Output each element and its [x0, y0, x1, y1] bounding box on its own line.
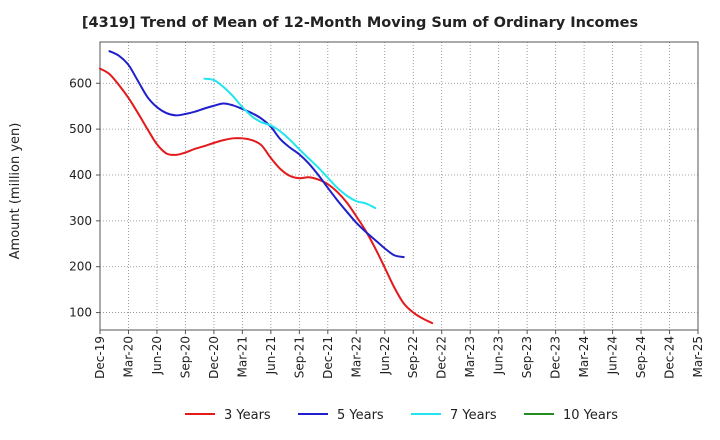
x-tick-label: Jun-20	[150, 336, 164, 375]
x-tick-label: Mar-21	[235, 336, 249, 377]
x-tick-label: Dec-21	[321, 336, 335, 379]
y-tick-label: 400	[69, 168, 92, 182]
x-tick-label: Jun-21	[264, 336, 278, 375]
y-axis-label: Amount (million yen)	[8, 123, 23, 260]
x-tick-label: Sep-23	[520, 336, 534, 378]
x-tick-label: Dec-20	[207, 336, 221, 379]
x-tick-label: Mar-25	[691, 336, 705, 377]
x-tick-label: Sep-21	[292, 336, 306, 378]
x-tick-label: Sep-22	[406, 336, 420, 378]
x-tick-label: Jun-22	[378, 336, 392, 375]
x-tick-label: Mar-23	[463, 336, 477, 377]
x-tick-label: Jun-24	[606, 336, 620, 375]
plot-area	[99, 41, 699, 331]
x-tick-label: Sep-20	[178, 336, 192, 378]
y-tick-label: 600	[69, 76, 92, 90]
legend: 3 Years 5 Years 7 Years 10 Years	[185, 408, 618, 423]
x-tick-label: Dec-22	[435, 336, 449, 379]
y-tick-label: 100	[69, 306, 92, 320]
legend-label-10-years: 10 Years	[563, 408, 618, 423]
y-tick-label: 200	[69, 260, 92, 274]
x-axis-ticks: Dec-19 Mar-20 Jun-20 Sep-20 Dec-20 Mar-21 Jun-…	[93, 330, 705, 379]
x-tick-label: Jun-23	[492, 336, 506, 375]
y-axis-ticks: 100 200 300 400 500 600	[69, 76, 100, 320]
x-tick-label: Dec-23	[549, 336, 563, 379]
series-line-5-years	[108, 50, 405, 259]
grid-lines	[100, 42, 698, 330]
legend-label-7-years: 7 Years	[450, 408, 497, 423]
x-tick-label: Dec-19	[93, 336, 107, 379]
series-line-3-years	[99, 67, 434, 325]
series-lines	[99, 50, 434, 325]
x-tick-label: Sep-24	[634, 336, 648, 378]
legend-label-5-years: 5 Years	[337, 408, 384, 423]
x-tick-label: Dec-24	[663, 336, 677, 379]
legend-label-3-years: 3 Years	[224, 408, 271, 423]
chart-title: [4319] Trend of Mean of 12-Month Moving …	[82, 15, 638, 31]
x-tick-label: Mar-20	[121, 336, 135, 377]
y-tick-label: 300	[69, 214, 92, 228]
series-line-7-years	[203, 77, 377, 210]
y-tick-label: 500	[69, 122, 92, 136]
x-tick-label: Mar-24	[577, 336, 591, 377]
x-tick-label: Mar-22	[349, 336, 363, 377]
